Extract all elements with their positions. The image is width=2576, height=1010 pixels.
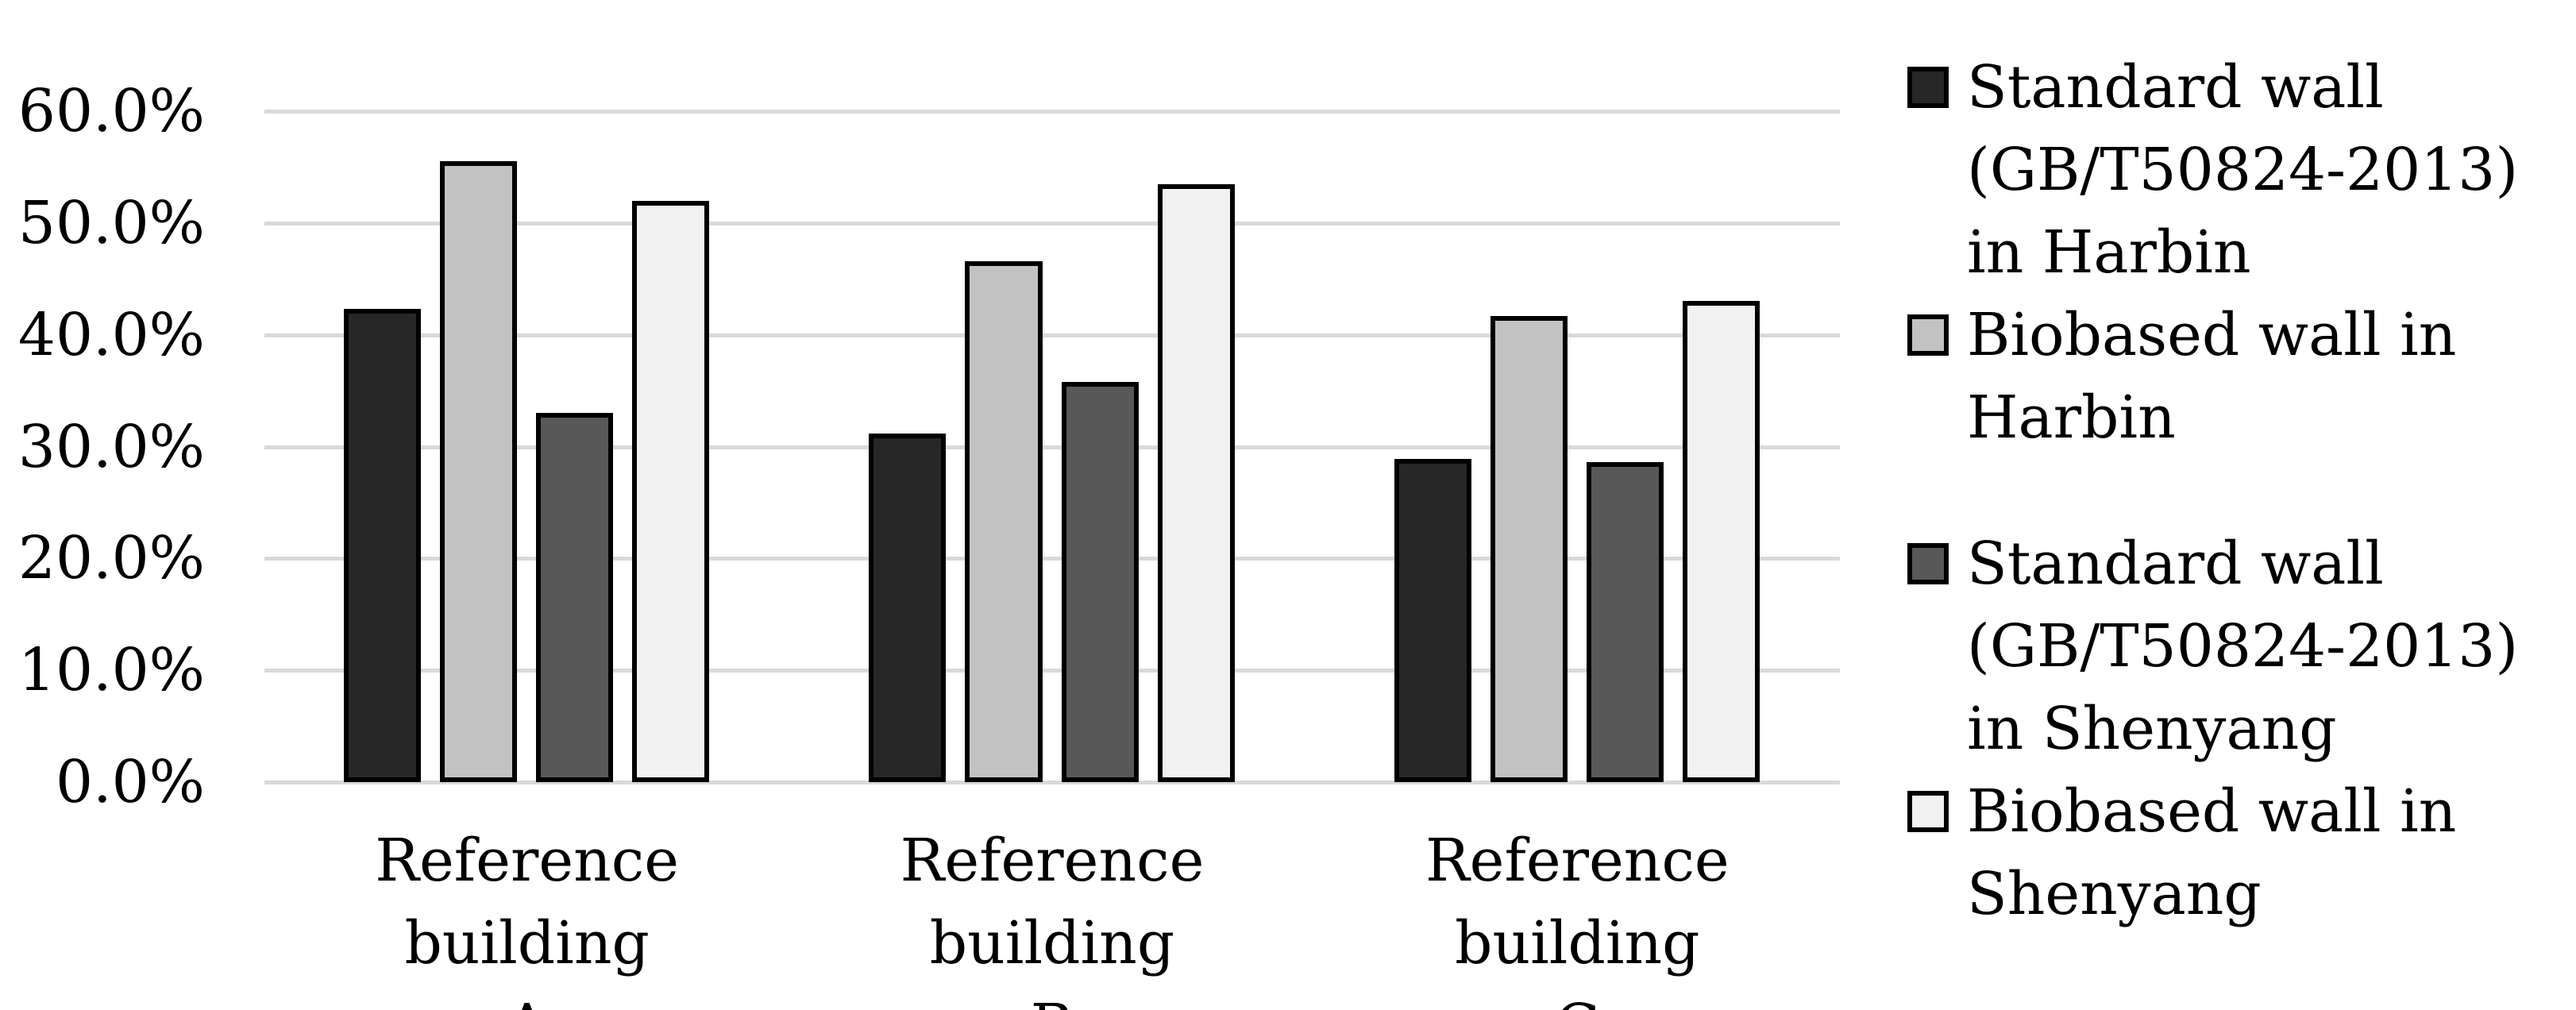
legend-item: Biobased wall in Harbin: [1907, 294, 2576, 459]
x-category-label: Reference building B: [789, 819, 1314, 1010]
bar: [632, 200, 710, 782]
bar: [1490, 315, 1568, 782]
gridline: [264, 669, 1840, 673]
x-category-label: Reference building C: [1315, 819, 1840, 1010]
bar: [536, 413, 614, 782]
bar: [344, 309, 422, 782]
bar: [869, 433, 947, 782]
legend-marker-swatch: [1907, 314, 1949, 356]
legend-item: Standard wall (GB/T50824-2013) in Harbin: [1907, 46, 2576, 294]
gridline: [264, 445, 1840, 449]
y-tick-label: 20.0%: [17, 524, 205, 593]
legend-label: Standard wall (GB/T50824-2013) in Shenya…: [1967, 530, 2519, 763]
legend-item: Biobased wall in Shenyang: [1907, 770, 2576, 935]
legend-marker-swatch: [1907, 791, 1949, 832]
x-category-letter: B: [789, 985, 1314, 1010]
bar: [1157, 183, 1235, 782]
x-category-line1: Reference building: [375, 827, 680, 977]
bar: [1061, 381, 1139, 782]
x-category-line1: Reference building: [900, 827, 1205, 977]
legend-marker-swatch: [1907, 543, 1949, 584]
legend-label: Standard wall (GB/T50824-2013) in Harbin: [1967, 53, 2519, 287]
bar: [440, 161, 518, 782]
x-category-letter: A: [264, 985, 789, 1010]
legend-label: Biobased wall in Shenyang: [1967, 777, 2457, 928]
y-tick-label: 0.0%: [56, 748, 205, 816]
bar: [965, 260, 1043, 782]
gridline: [264, 110, 1840, 114]
y-tick-label: 40.0%: [17, 300, 205, 369]
bar: [1586, 462, 1664, 782]
bar: [1682, 301, 1760, 782]
x-category-line1: Reference building: [1425, 827, 1730, 977]
gridline: [264, 333, 1840, 337]
y-axis: 0.0% 10.0% 20.0% 30.0% 40.0% 50.0% 60.0%: [0, 82, 205, 811]
legend-item: Standard wall (GB/T50824-2013) in Shenya…: [1907, 522, 2576, 770]
y-tick-label: 50.0%: [17, 188, 205, 257]
plot-area: [264, 110, 1840, 784]
y-tick-label: 10.0%: [17, 636, 205, 705]
gridline: [264, 221, 1840, 226]
legend: Standard wall (GB/T50824-2013) in Harbin…: [1907, 46, 2576, 935]
x-category-label: Reference building A: [264, 819, 789, 1010]
y-tick-label: 60.0%: [17, 77, 205, 145]
gridline: [264, 557, 1840, 561]
legend-marker-swatch: [1907, 67, 1949, 108]
x-category-letter: C: [1315, 985, 1840, 1010]
x-axis-labels: Reference buildingAReference buildingBRe…: [264, 819, 1840, 1010]
y-tick-label: 30.0%: [17, 412, 205, 481]
gridline: [264, 781, 1840, 784]
bar: [1394, 459, 1471, 782]
legend-label: Biobased wall in Harbin: [1967, 301, 2457, 452]
